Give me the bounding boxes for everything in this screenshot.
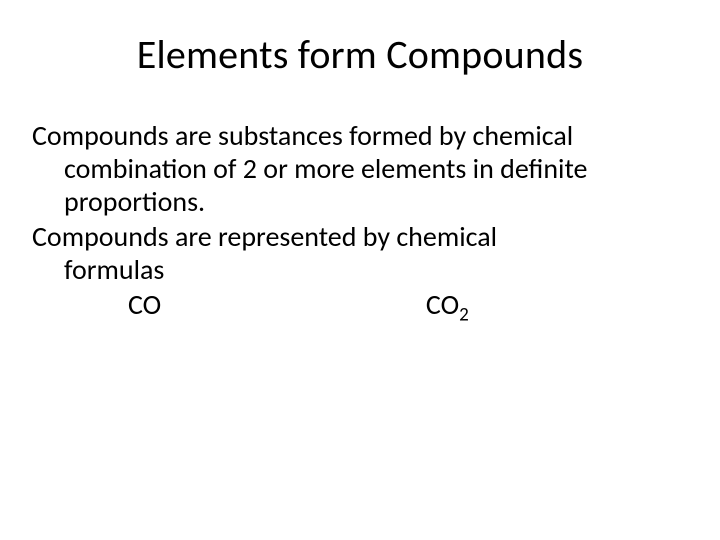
p1-line1: Compounds are substances formed by chemi… xyxy=(32,118,573,153)
p2-rest: formulas xyxy=(32,253,688,286)
formula-co2-subscript: 2 xyxy=(459,304,469,327)
slide: Elements form Compounds Compounds are su… xyxy=(0,0,720,540)
paragraph-compounds-definition: Compounds are substances formed by chemi… xyxy=(32,119,688,218)
formula-co2-base: CO xyxy=(426,287,459,322)
formula-co2: CO2 xyxy=(426,288,469,321)
formula-co: CO xyxy=(128,288,161,321)
p1-rest: combination of 2 or more elements in def… xyxy=(32,152,688,218)
slide-title: Elements form Compounds xyxy=(32,30,688,79)
p2-line1: Compounds are represented by chemical xyxy=(32,219,497,254)
paragraph-compounds-representation: Compounds are represented by chemical fo… xyxy=(32,220,688,286)
formula-row: CO CO2 xyxy=(32,288,688,321)
slide-body: Compounds are substances formed by chemi… xyxy=(32,119,688,321)
